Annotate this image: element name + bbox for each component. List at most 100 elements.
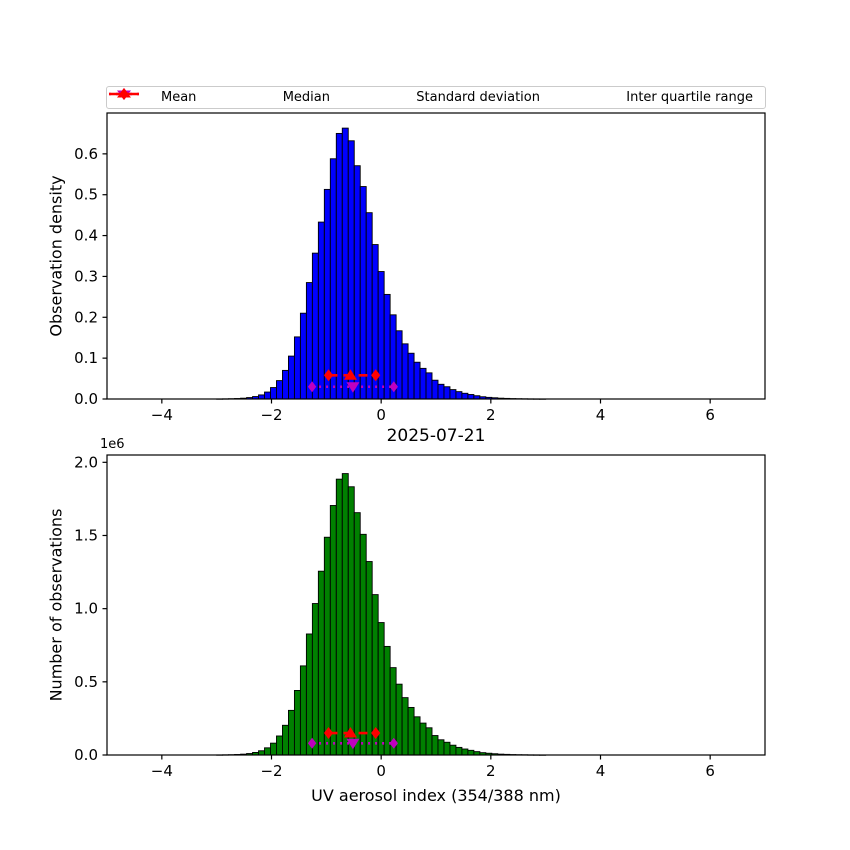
- mean-marker: [346, 382, 360, 393]
- histogram-bar: [258, 394, 265, 400]
- histogram-bar: [335, 478, 343, 756]
- subplot: −4 −2 0 2 4 6 0.0 0.1 0.2 0.3 0.4 0.5 0.6: [74, 112, 766, 424]
- histogram-bar: [359, 533, 367, 756]
- y-tick-label: 0.5: [74, 673, 98, 691]
- histogram-bar: [288, 709, 295, 756]
- histogram-bar: [317, 221, 325, 400]
- histogram-bar: [359, 186, 367, 400]
- histogram-bar: [270, 387, 277, 400]
- histogram-bar: [341, 127, 349, 400]
- y-tick-label: 0.3: [74, 267, 98, 285]
- x-tick-label: 0: [376, 762, 386, 780]
- x-tick-label: 4: [596, 762, 606, 780]
- iqr-cap-diamond: [371, 369, 381, 382]
- y-tick-label: 2.0: [74, 453, 98, 471]
- histogram-bar: [407, 706, 415, 756]
- inter-quartile-range-marker-icon: [109, 88, 618, 105]
- histogram-bar: [431, 735, 439, 756]
- y-tick-label: 0.1: [74, 349, 98, 367]
- histogram-bar: [299, 665, 307, 756]
- median-marker-icon: [117, 88, 275, 105]
- iqr-cap-diamond: [323, 727, 334, 740]
- histogram-bar: [419, 367, 427, 400]
- x-tick-label: −2: [260, 406, 282, 424]
- histogram-bar: [443, 386, 451, 400]
- histogram-bar: [335, 132, 343, 400]
- iqr-cap-diamond: [323, 369, 334, 382]
- axes-frame: [106, 454, 766, 756]
- histogram-bar: [293, 336, 301, 400]
- histogram-bar: [353, 165, 361, 400]
- std-deviation-cap-diamond: [307, 381, 317, 393]
- histogram-bar: [323, 188, 331, 400]
- x-tick-label: 6: [705, 762, 715, 780]
- histogram-bar: [293, 690, 301, 756]
- date-title: 2025-07-21: [386, 426, 486, 446]
- legend-label-inter-quartile-range: Inter quartile range: [626, 90, 753, 105]
- histogram-bar: [365, 561, 373, 756]
- histogram-bar: [288, 355, 295, 400]
- histogram-bar: [264, 391, 271, 400]
- ylabel-observation-density: Observation density: [46, 175, 66, 337]
- legend-item-inter-quartile-range: Inter quartile range: [109, 88, 753, 105]
- histogram-bars: [216, 473, 547, 756]
- histogram-bars: [216, 127, 547, 400]
- histogram-bar: [323, 536, 331, 756]
- y-axis-offset-1e6: 1e6: [100, 437, 125, 452]
- std-deviation-cap-diamond: [389, 737, 398, 749]
- histogram-bar: [401, 343, 409, 400]
- median-marker: [343, 369, 357, 380]
- histogram-bar: [413, 361, 421, 400]
- histogram-bar: [419, 722, 427, 756]
- histogram-bar: [365, 212, 373, 400]
- histogram-bar: [347, 486, 355, 756]
- histogram-bar: [377, 622, 385, 756]
- histogram-bar: [264, 747, 271, 756]
- histogram-bar: [437, 739, 445, 756]
- histogram-bar: [467, 394, 475, 400]
- histogram-bar: [276, 380, 283, 400]
- histogram-bar: [305, 633, 313, 756]
- histogram-bar: [425, 727, 433, 756]
- histogram-bar: [347, 140, 355, 400]
- histogram-bar: [329, 505, 337, 756]
- y-tick-label: 0.0: [74, 390, 98, 408]
- standard-deviation-marker-icon: [109, 88, 408, 105]
- histogram-bar: [311, 252, 319, 400]
- legend-label-median: Median: [282, 90, 330, 105]
- histogram-bar: [311, 603, 319, 756]
- histogram-bar: [449, 389, 457, 400]
- std-deviation-cap-diamond: [307, 737, 317, 749]
- histogram-bar: [413, 716, 421, 756]
- histogram-bar: [455, 746, 463, 756]
- legend-item-median: Median: [117, 88, 330, 105]
- histogram-bar: [377, 271, 385, 400]
- legend-item-standard-deviation: Standard deviation: [109, 88, 540, 105]
- median-marker: [343, 727, 357, 738]
- legend: Mean Median Standard deviation Inter qua…: [106, 86, 766, 109]
- histogram-bar: [258, 750, 265, 756]
- histogram-bar: [443, 741, 451, 756]
- axes-frame: [106, 112, 766, 400]
- x-tick-label: 0: [376, 406, 386, 424]
- x-tick-label: −4: [151, 762, 173, 780]
- histogram-bar: [395, 330, 403, 400]
- histogram-bar: [383, 293, 391, 400]
- histogram-bar: [299, 312, 307, 400]
- histogram-bar: [455, 391, 463, 400]
- xlabel-uv-aerosol-index: UV aerosol index (354/388 nm): [311, 786, 561, 805]
- y-tick-label: 1.5: [74, 526, 98, 544]
- y-tick-label: 0.6: [74, 145, 98, 163]
- histogram-bar: [467, 749, 475, 756]
- y-tick-label: 0.5: [74, 186, 98, 204]
- x-tick-label: 2: [486, 762, 496, 780]
- histogram-bar: [305, 282, 313, 400]
- x-tick-label: 4: [596, 406, 606, 424]
- mean-marker: [346, 738, 360, 750]
- histogram-bar: [449, 744, 457, 756]
- y-tick-label: 0.0: [74, 746, 98, 764]
- iqr-cap-diamond: [371, 727, 381, 740]
- legend-label-mean: Mean: [161, 90, 197, 105]
- y-tick-label: 0.2: [74, 308, 98, 326]
